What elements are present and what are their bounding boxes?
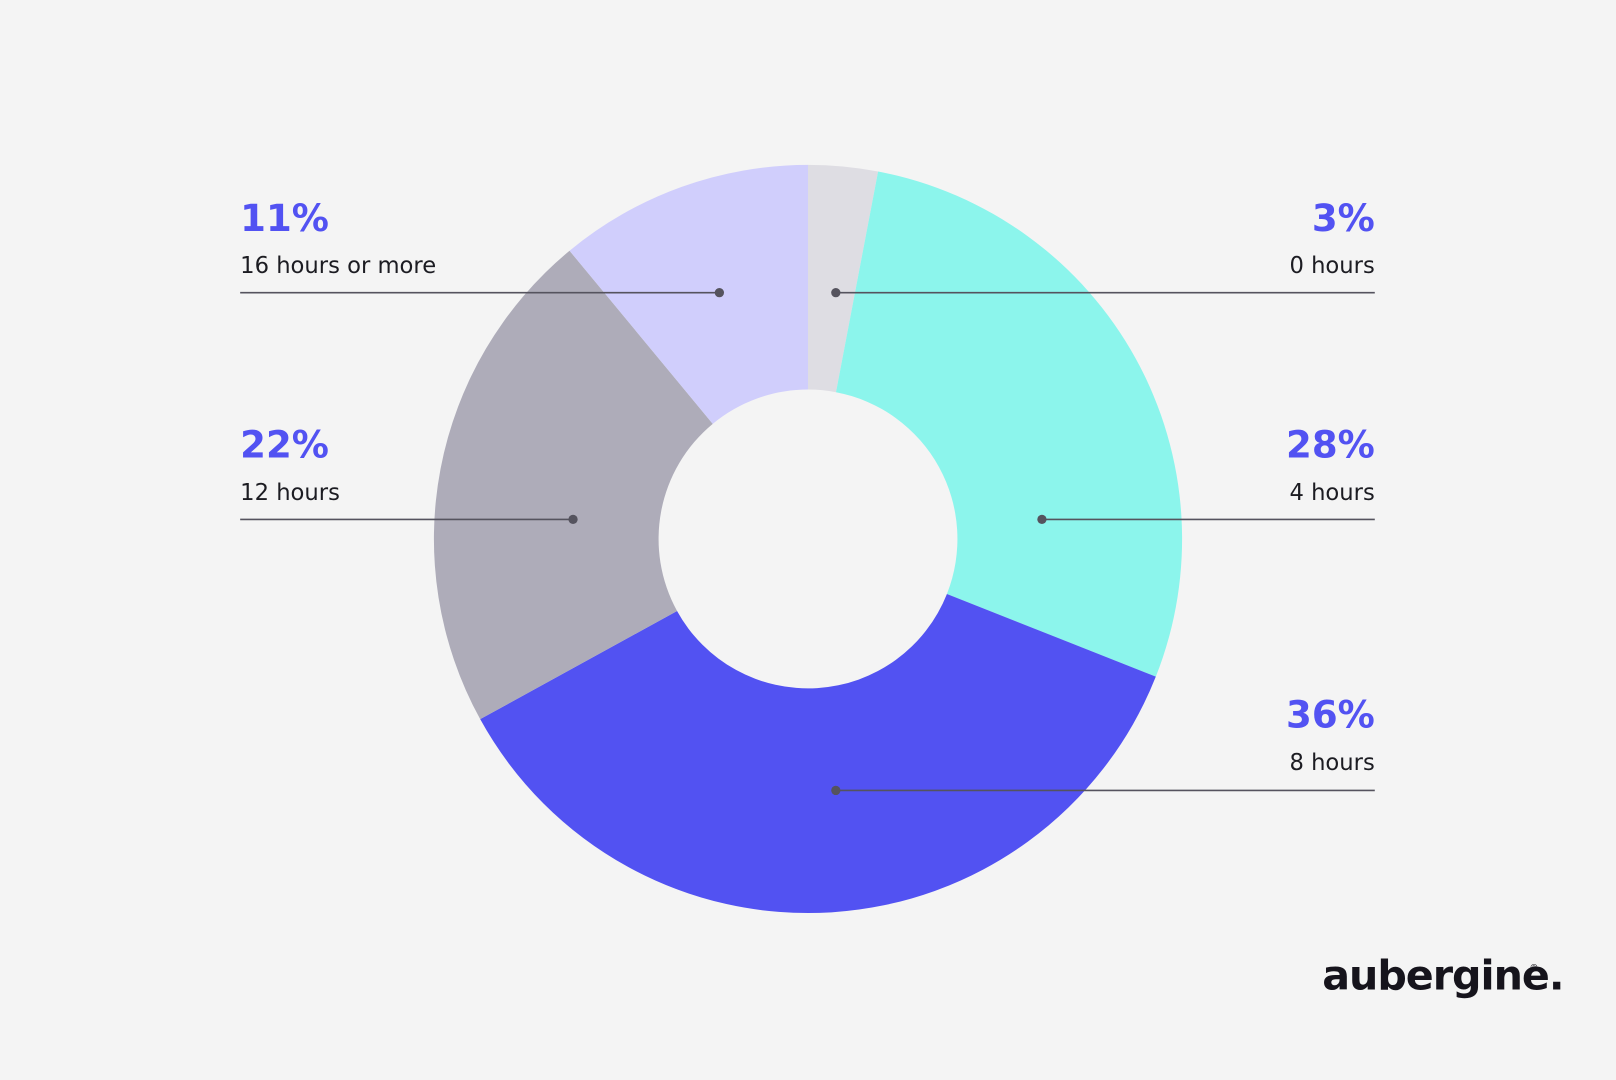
category-label: 0 hours bbox=[1289, 253, 1374, 279]
leader-dot bbox=[831, 288, 841, 298]
percent-label: 22% bbox=[240, 424, 329, 467]
percent-label: 11% bbox=[240, 197, 329, 240]
category-label: 4 hours bbox=[1289, 480, 1374, 506]
percent-label: 3% bbox=[1312, 197, 1375, 240]
leader-dot bbox=[1037, 514, 1047, 525]
leader-dot bbox=[568, 514, 578, 525]
donut-segment bbox=[808, 164, 879, 393]
leader-dot bbox=[831, 785, 841, 796]
donut-segment bbox=[480, 593, 1156, 914]
brand-registered: ® bbox=[1529, 963, 1538, 974]
donut-segment bbox=[433, 250, 713, 720]
labels: 3% 0 hours 28% 4 hours 36% 8 hours 22% 12 hours… bbox=[240, 197, 1375, 796]
donut bbox=[433, 164, 1183, 914]
category-label: 12 hours bbox=[240, 480, 340, 506]
category-label: 16 hours or more bbox=[240, 253, 436, 279]
donut-segment bbox=[569, 164, 808, 424]
donut-segment bbox=[835, 171, 1183, 677]
leader-dot bbox=[714, 288, 725, 298]
category-label: 8 hours bbox=[1289, 750, 1374, 776]
percent-label: 36% bbox=[1286, 694, 1375, 737]
brand-logo: aubergine. bbox=[1322, 951, 1563, 999]
percent-label: 28% bbox=[1286, 424, 1375, 467]
